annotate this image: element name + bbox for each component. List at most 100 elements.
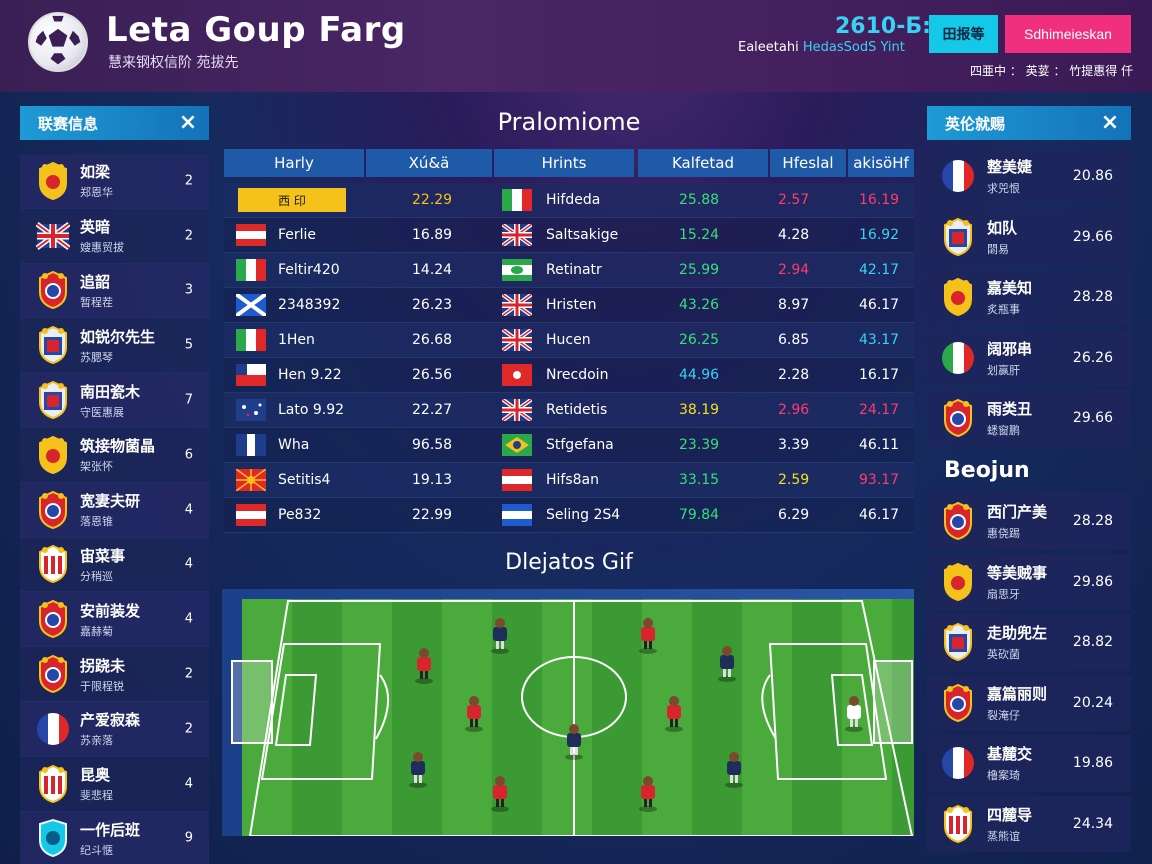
player-icon[interactable] (639, 618, 657, 654)
team-badge-icon (36, 599, 70, 639)
table-row[interactable]: Pe832 22.99 Seling 2S4 79.84 6.29 46.17 (224, 498, 914, 533)
team-item[interactable]: 等美贼事 扇思牙 29.86 (927, 553, 1131, 610)
team-item-text: 基麓交 橹案琦 (987, 743, 1131, 783)
list-item-text: 宙菜事 分稍巡 (80, 545, 209, 584)
player-icon[interactable] (665, 696, 683, 732)
team-badge-icon (36, 654, 70, 694)
list-item[interactable]: 英暗 嫂惠贸拔 2 (20, 208, 209, 264)
close-icon[interactable]: × (178, 110, 198, 135)
list-item-sub: 暂程茬 (80, 295, 113, 309)
list-item-count: 7 (184, 392, 193, 408)
list-item-sub: 落恩锥 (80, 515, 113, 529)
home-team-name: Ferlie (278, 227, 317, 243)
team-item[interactable]: 嘉美知 炙瓶事 28.28 (927, 269, 1131, 326)
team-item-text: 嘉篇丽则 裂淹仔 (987, 683, 1131, 723)
header-sub-prefix: Ealeetahi (738, 40, 799, 55)
list-item[interactable]: 昆奥 斐悲程 4 (20, 756, 209, 812)
player-icon[interactable] (465, 696, 483, 732)
team-item[interactable]: 四麓导 蒸熊谊 24.34 (927, 795, 1131, 852)
table-row[interactable]: 1Hen 26.68 Hucen 26.25 6.85 43.17 (224, 323, 914, 358)
list-item-label: 一作后班 (80, 820, 141, 839)
table-row[interactable]: Ferlie 16.89 Saltsakige 15.24 4.28 16.92 (224, 218, 914, 253)
table-row[interactable]: Lato 9.92 22.27 Retidetis 38.19 2.96 24.17 (224, 393, 914, 428)
list-item[interactable]: 如梁 郑恩华 2 (20, 154, 209, 209)
table-row[interactable]: 2348392 26.23 Hristen 43.26 8.97 46.17 (224, 288, 914, 323)
close-icon[interactable]: × (1100, 110, 1120, 135)
list-item-text: 拐跷未 于限程锐 (80, 655, 209, 694)
player-icon[interactable] (639, 776, 657, 812)
list-item[interactable]: 产爱寂森 苏亲落 2 (20, 701, 209, 757)
stat-value: 33.15 (679, 472, 720, 488)
list-item-label: 安前装发 (80, 601, 141, 620)
list-item-count: 4 (184, 502, 193, 518)
home-team-name: Hen 9.22 (278, 367, 342, 383)
list-item[interactable]: 安前装发 嘉赫菊 4 (20, 592, 209, 648)
home-stat: 96.58 (412, 437, 453, 453)
list-item-text: 产爱寂森 苏亲落 (80, 709, 209, 748)
table-row[interactable]: Hen 9.22 26.56 Nrecdoin 44.96 2.28 16.17 (224, 358, 914, 393)
player-icon[interactable] (565, 724, 583, 760)
column-header[interactable]: Harly (224, 149, 364, 177)
home-stat: 14.24 (412, 262, 453, 278)
team-item[interactable]: 嘉篇丽则 裂淹仔 20.24 (927, 674, 1131, 731)
football-pitch[interactable] (222, 589, 914, 836)
column-header[interactable]: akisöHf (848, 149, 914, 177)
stat-value: 46.11 (859, 437, 900, 453)
team-item[interactable]: 基麓交 橹案琦 19.86 (927, 735, 1131, 792)
column-header[interactable]: Kalfetad (638, 149, 768, 177)
country-flag-icon (234, 292, 268, 318)
team-item[interactable]: 如队 閟易 29.66 (927, 208, 1131, 265)
country-flag-icon (236, 399, 266, 421)
team-item-text: 走助兜左 英砍菌 (987, 622, 1131, 662)
list-item[interactable]: 拐跷未 于限程锐 2 (20, 647, 209, 702)
team-badge-icon (36, 380, 70, 420)
player-icon[interactable] (491, 776, 509, 812)
primary-button[interactable]: 田报等 (929, 15, 998, 53)
column-header[interactable]: Hfeslal (770, 149, 846, 177)
team-item[interactable]: 雨类丑 蟋窗鹏 29.66 (927, 390, 1131, 447)
team-item-text: 如队 閟易 (987, 217, 1131, 257)
stat-value: 44.96 (679, 367, 720, 383)
player-icon[interactable] (725, 752, 743, 788)
away-team-name: Nrecdoin (546, 367, 609, 383)
list-item-text: 南田瓷木 守医惠展 (80, 381, 209, 420)
player-icon[interactable] (415, 648, 433, 684)
grass-stripe (442, 599, 492, 836)
stat-value: 26.25 (679, 332, 720, 348)
player-icon[interactable] (718, 646, 736, 682)
player-icon[interactable] (845, 696, 863, 732)
player-icon[interactable] (491, 618, 509, 654)
team-item[interactable]: 西门产美 惠侥踢 28.28 (927, 493, 1131, 550)
team-item[interactable]: 整美婕 求兕恨 20.86 (927, 148, 1131, 205)
stat-value: 24.17 (859, 402, 900, 418)
pitch-title: Dlejatos Gif (505, 550, 633, 575)
team-list: 整美婕 求兕恨 20.86 如队 閟易 29.66 嘉美知 炙瓶事 28.28 阔邪串 划赢肝 26.… (927, 148, 1131, 451)
list-item[interactable]: 宽妻夫研 落恩锥 4 (20, 482, 209, 538)
list-item-count: 2 (184, 721, 193, 737)
list-item[interactable]: 宙菜事 分稍巡 4 (20, 537, 209, 593)
table-row[interactable]: 西 印 22.29 Hifdeda 25.88 2.57 16.19 (224, 183, 914, 218)
column-header[interactable]: Xú&ä (366, 149, 492, 177)
team-item[interactable]: 阔邪串 划赢肝 26.26 (927, 329, 1131, 386)
team-badge-icon (941, 398, 975, 438)
table-row[interactable]: Setitis4 19.13 Hifs8an 33.15 2.59 93.17 (224, 463, 914, 498)
team-item[interactable]: 走助兜左 英砍菌 28.82 (927, 614, 1131, 671)
stat-value: 16.17 (859, 367, 900, 383)
stat-value: 38.19 (679, 402, 720, 418)
list-item[interactable]: 如锐尔先生 苏腮琴 5 (20, 318, 209, 374)
team-item-value: 20.24 (1072, 694, 1113, 711)
list-item-count: 2 (184, 666, 193, 682)
secondary-button[interactable]: Sdhimeieskan (1005, 15, 1131, 53)
list-item[interactable]: 南田瓷木 守医惠展 7 (20, 373, 209, 428)
stat-value: 43.26 (679, 297, 720, 313)
list-item-sub: 苏亲落 (80, 734, 113, 748)
list-item[interactable]: 追韶 暂程茬 3 (20, 263, 209, 319)
stat-value: 93.17 (859, 472, 900, 488)
home-stat: 26.56 (412, 367, 453, 383)
column-header[interactable]: Hrints (494, 149, 634, 177)
player-icon[interactable] (409, 752, 427, 788)
table-row[interactable]: Wha 96.58 Stfgefana 23.39 3.39 46.11 (224, 428, 914, 463)
list-item[interactable]: 一作后班 纪斗惬 9 (20, 811, 209, 864)
table-row[interactable]: Feltir420 14.24 Retinatr 25.99 2.94 42.17 (224, 253, 914, 288)
list-item[interactable]: 筑接物菌晶 架张怀 6 (20, 427, 209, 483)
